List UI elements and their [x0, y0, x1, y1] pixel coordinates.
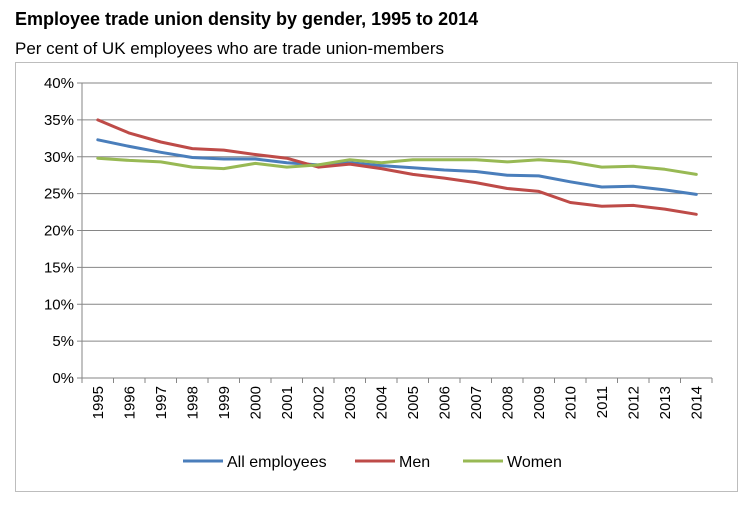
chart-frame	[15, 62, 738, 492]
x-tick-label: 2013	[657, 386, 674, 419]
x-tick-label: 2011	[594, 386, 611, 418]
x-tick-label: 2000	[247, 386, 264, 419]
series-lines	[96, 118, 698, 216]
series-line	[96, 118, 698, 216]
y-tick-label: 25%	[44, 186, 74, 203]
x-tick-label: 1998	[184, 386, 201, 419]
y-tick-label: 35%	[44, 112, 74, 129]
y-tick-label: 40%	[44, 75, 74, 92]
x-tick-label: 2012	[625, 386, 642, 419]
y-tick-label: 15%	[44, 259, 74, 276]
x-tick-label: 2006	[436, 386, 453, 419]
legend: All employees Men Women	[183, 454, 562, 471]
x-tick-label: 2005	[405, 386, 422, 419]
x-tick-label: 2010	[562, 386, 579, 419]
x-axis: 1995 1996 1997 1998 1999 2000 2001 2002 2003 2004…	[81, 377, 713, 419]
x-tick-label: 2014	[688, 386, 705, 419]
y-tick-label: 5%	[52, 333, 74, 350]
x-tick-label: 1997	[153, 386, 170, 419]
y-axis-ticks: 0% 5% 10% 15% 20% 25% 30% 35% 40%	[44, 75, 83, 387]
x-tick-label: 2009	[531, 386, 548, 419]
y-tick-label: 0%	[52, 370, 74, 387]
x-tick-label: 2007	[468, 386, 485, 419]
x-tick-label: 1996	[121, 386, 138, 419]
x-tick-label: 2003	[342, 386, 359, 419]
chart-title: Employee trade union density by gender, …	[15, 9, 479, 29]
y-tick-label: 30%	[44, 149, 74, 166]
legend-label: Men	[399, 454, 430, 471]
legend-label: Women	[507, 454, 562, 471]
x-tick-label: 2001	[279, 386, 296, 419]
series-line	[96, 138, 698, 196]
y-tick-label: 10%	[44, 296, 74, 313]
y-tick-label: 20%	[44, 223, 74, 240]
x-tick-label: 1995	[90, 386, 107, 419]
x-tick-label: 1999	[216, 386, 233, 419]
gridlines	[82, 82, 712, 379]
series-line	[96, 156, 698, 176]
x-tick-label: 2008	[499, 386, 516, 419]
legend-label: All employees	[227, 454, 327, 471]
x-tick-label: 2002	[310, 386, 327, 419]
x-tick-label: 2004	[373, 386, 390, 419]
chart-subtitle: Per cent of UK employees who are trade u…	[15, 39, 444, 58]
